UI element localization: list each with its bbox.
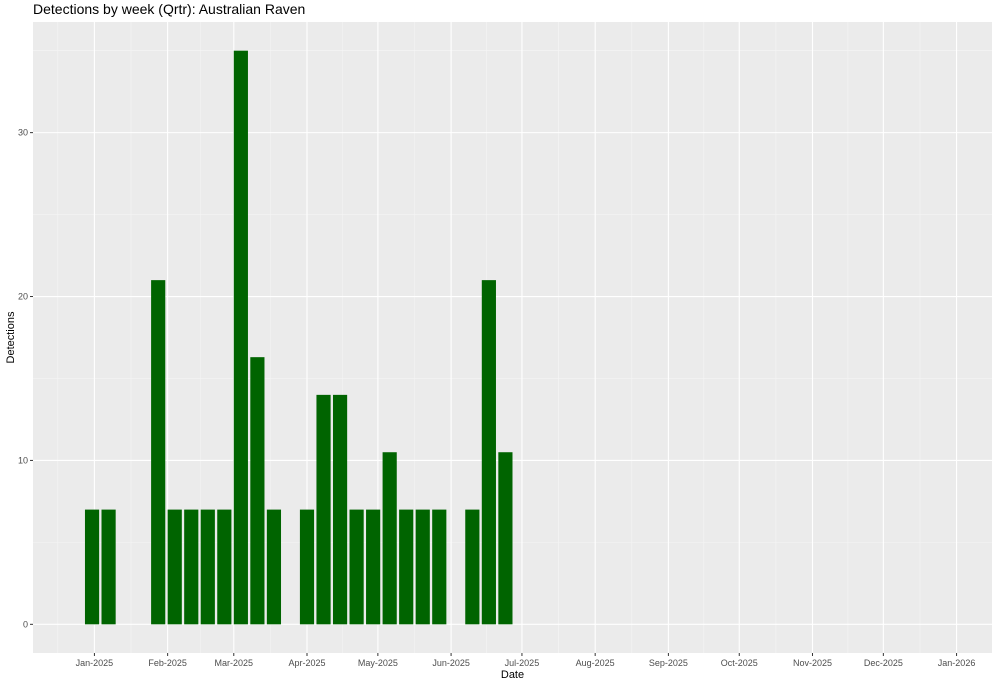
bar [399, 509, 414, 625]
bar [151, 280, 166, 625]
x-tick-label: Oct-2025 [721, 658, 758, 668]
x-axis: Jan-2025 Feb-2025 Mar-2025 Apr-2025 May-2025… [76, 653, 976, 668]
bar [101, 509, 116, 625]
x-tick-label: Feb-2025 [148, 658, 187, 668]
bar [299, 509, 315, 625]
bar [432, 509, 447, 625]
x-tick-label: Jan-2025 [76, 658, 114, 668]
x-tick-label: Jun-2025 [432, 658, 470, 668]
x-tick-label: Dec-2025 [864, 658, 903, 668]
y-axis: 0 10 20 30 [18, 128, 33, 629]
bar [200, 509, 215, 625]
bar [84, 509, 100, 625]
chart-title: Detections by week (Qrtr): Australian Ra… [33, 1, 305, 17]
x-tick-label: Sep-2025 [649, 658, 688, 668]
y-tick-label: 0 [23, 619, 28, 629]
x-tick-label: May-2025 [358, 658, 398, 668]
y-tick-label: 10 [18, 455, 28, 465]
x-tick-label: Jul-2025 [505, 658, 540, 668]
bar [382, 452, 397, 625]
bar [465, 509, 480, 625]
x-axis-label: Date [501, 669, 524, 681]
bar [250, 357, 265, 625]
bar [349, 509, 364, 625]
bar [184, 509, 199, 625]
bar [498, 452, 513, 625]
x-tick-label: Aug-2025 [576, 658, 615, 668]
y-tick-label: 30 [18, 128, 28, 138]
y-tick-label: 20 [18, 292, 28, 302]
bar [481, 280, 496, 625]
bar [415, 509, 430, 625]
bar [266, 509, 282, 625]
y-axis-label: Detections [5, 311, 17, 363]
bar [316, 394, 331, 625]
bar [366, 509, 381, 625]
bar [217, 509, 232, 625]
bar [332, 394, 348, 625]
bar [167, 509, 182, 625]
bars [84, 50, 513, 625]
x-tick-label: Mar-2025 [215, 658, 254, 668]
x-tick-label: Apr-2025 [288, 658, 325, 668]
bar [233, 50, 248, 625]
x-tick-label: Jan-2026 [938, 658, 976, 668]
x-tick-label: Nov-2025 [793, 658, 832, 668]
